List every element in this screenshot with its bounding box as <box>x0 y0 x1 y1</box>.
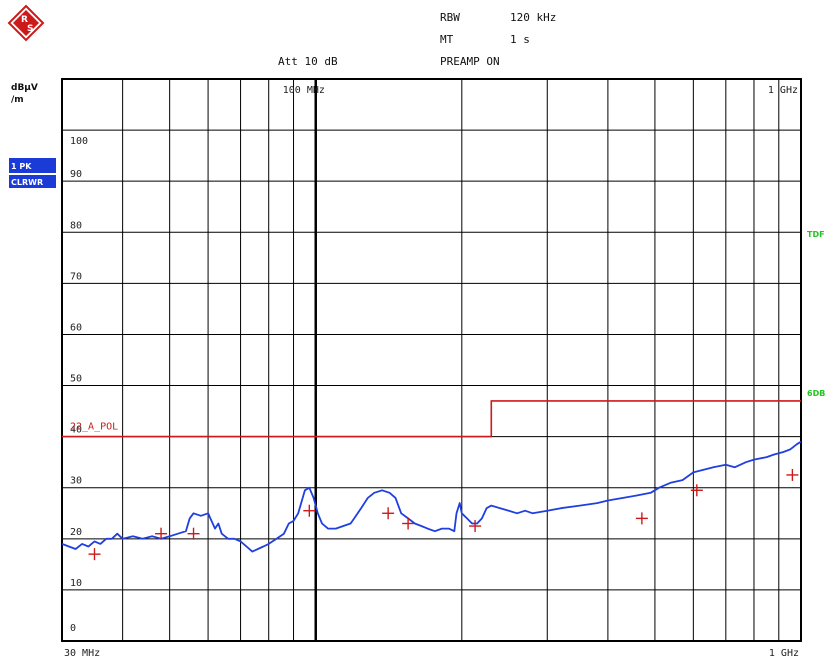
x-top-mid-label: 100 MHz <box>283 85 325 96</box>
marker-cross <box>469 520 482 533</box>
marker-cross <box>635 512 648 525</box>
y-tick-label: 70 <box>70 271 82 282</box>
x-end-label: 1 GHz <box>769 648 799 659</box>
marker-cross <box>402 517 415 530</box>
y-unit-label: dBµV/m <box>11 83 38 105</box>
marker-cross <box>690 484 703 497</box>
marker-cross <box>382 507 395 520</box>
y-unit-part: dBµV <box>11 83 38 93</box>
limit-lines: 22_A_POL <box>62 400 801 438</box>
marker-cross <box>155 527 168 540</box>
x-start-label: 30 MHz <box>64 648 100 659</box>
grid <box>61 78 802 642</box>
preamp-label: PREAMP ON <box>440 55 500 68</box>
trace-badge: 1 PK <box>11 162 32 171</box>
marker-cross <box>303 504 316 517</box>
side-label: 6DB <box>807 389 825 398</box>
rbw-value: 120 kHz <box>510 11 556 24</box>
y-tick-label: 10 <box>70 578 82 589</box>
y-tick-label: 100 <box>70 136 88 147</box>
marker-cross <box>187 527 200 540</box>
y-tick-label: 60 <box>70 322 82 333</box>
trace-group <box>61 440 802 553</box>
rbw-label: RBW <box>440 11 460 24</box>
svg-text:S: S <box>27 24 33 34</box>
y-tick-label: 30 <box>70 476 82 487</box>
y-tick-label: 90 <box>70 169 82 180</box>
mode-badge: CLRWR <box>11 178 43 187</box>
marker-group <box>88 468 799 561</box>
mt-value: 1 s <box>510 33 530 46</box>
mt-label: MT <box>440 33 454 46</box>
mode-badge-bg <box>9 175 56 188</box>
x-top-end-label: 1 GHz <box>768 85 798 96</box>
side-labels: TDF 6DB <box>807 230 825 398</box>
marker-cross <box>88 548 101 561</box>
marker-cross <box>786 468 799 481</box>
side-label: TDF <box>807 230 825 239</box>
rs-logo-icon: R S <box>7 4 45 42</box>
y-tick-labels: 0 10 20 30 40 50 60 70 80 90 100 <box>70 136 88 634</box>
y-tick-label: 80 <box>70 220 82 231</box>
y-tick-label: 40 <box>70 425 82 436</box>
limit-line <box>62 400 801 438</box>
y-unit-part: /m <box>11 95 24 105</box>
x-tick-labels: 30 MHz 1 GHz 100 MHz 1 GHz <box>64 85 799 659</box>
plot-frame <box>61 78 802 642</box>
limit-line-label: 22_A_POL <box>70 422 118 433</box>
trace-badge-bg <box>9 158 56 173</box>
trace-line <box>61 440 802 553</box>
y-tick-label: 0 <box>70 623 76 634</box>
y-tick-label: 50 <box>70 374 82 385</box>
attenuation-label: Att 10 dB <box>278 55 338 68</box>
svg-text:R: R <box>21 15 28 25</box>
y-tick-label: 20 <box>70 527 82 538</box>
